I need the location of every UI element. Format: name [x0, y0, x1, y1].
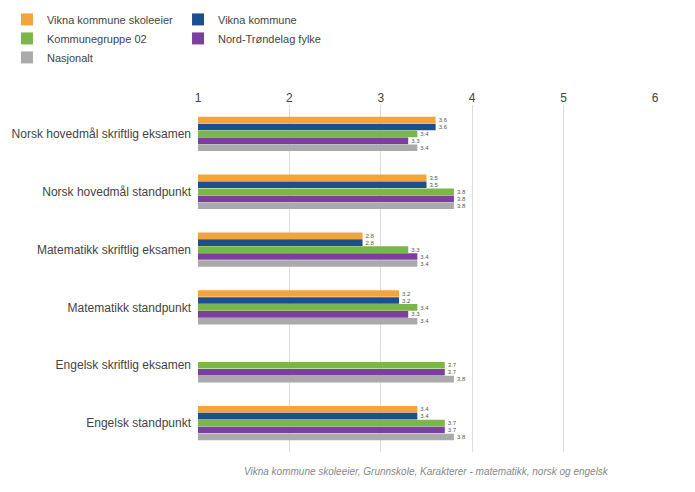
- svg-text:3.7: 3.7: [448, 427, 457, 433]
- svg-text:3.7: 3.7: [448, 362, 457, 368]
- svg-text:3.4: 3.4: [420, 254, 429, 260]
- svg-text:3.4: 3.4: [420, 406, 429, 412]
- svg-text:6: 6: [652, 91, 659, 105]
- svg-text:Nord-Trøndelag fylke: Nord-Trøndelag fylke: [218, 33, 321, 45]
- svg-text:5: 5: [560, 91, 567, 105]
- svg-text:Vikna kommune skoleeier, Grunn: Vikna kommune skoleeier, Grunnskole, Kar…: [244, 466, 609, 477]
- svg-text:2.8: 2.8: [366, 233, 375, 239]
- svg-text:Kommunegruppe 02: Kommunegruppe 02: [47, 33, 147, 45]
- svg-text:3.5: 3.5: [430, 175, 439, 181]
- svg-text:3.4: 3.4: [420, 145, 429, 151]
- svg-text:3.8: 3.8: [457, 203, 466, 209]
- svg-text:3.4: 3.4: [420, 305, 429, 311]
- svg-text:Nasjonalt: Nasjonalt: [47, 52, 93, 64]
- svg-text:3.2: 3.2: [402, 291, 411, 297]
- svg-text:3.8: 3.8: [457, 196, 466, 202]
- svg-text:Norsk hovedmål standpunkt: Norsk hovedmål standpunkt: [42, 185, 191, 199]
- svg-text:3.7: 3.7: [448, 420, 457, 426]
- svg-text:3.6: 3.6: [439, 124, 448, 130]
- svg-text:Matematikk skriftlig eksamen: Matematikk skriftlig eksamen: [37, 243, 191, 257]
- svg-text:Vikna kommune: Vikna kommune: [218, 14, 297, 26]
- svg-text:3.8: 3.8: [457, 189, 466, 195]
- svg-text:3.3: 3.3: [411, 138, 420, 144]
- svg-text:3.4: 3.4: [420, 131, 429, 137]
- svg-text:3.2: 3.2: [402, 298, 411, 304]
- svg-text:Engelsk skriftlig eksamen: Engelsk skriftlig eksamen: [56, 358, 191, 372]
- svg-text:3.3: 3.3: [411, 311, 420, 317]
- svg-text:Norsk hovedmål skriftlig eksam: Norsk hovedmål skriftlig eksamen: [12, 127, 191, 141]
- svg-text:3.4: 3.4: [420, 318, 429, 324]
- svg-text:Engelsk standpunkt: Engelsk standpunkt: [86, 416, 191, 430]
- svg-text:3.3: 3.3: [411, 247, 420, 253]
- svg-text:3: 3: [377, 91, 384, 105]
- svg-text:4: 4: [469, 91, 476, 105]
- svg-text:1: 1: [195, 91, 202, 105]
- svg-text:3.6: 3.6: [439, 117, 448, 123]
- svg-text:3.8: 3.8: [457, 376, 466, 382]
- svg-text:2: 2: [286, 91, 293, 105]
- svg-text:3.4: 3.4: [420, 261, 429, 267]
- svg-text:3.8: 3.8: [457, 434, 466, 440]
- svg-text:3.4: 3.4: [420, 413, 429, 419]
- svg-text:Matematikk standpunkt: Matematikk standpunkt: [68, 301, 192, 315]
- svg-text:3.5: 3.5: [430, 182, 439, 188]
- svg-text:Vikna kommune skoleeier: Vikna kommune skoleeier: [47, 14, 173, 26]
- svg-text:2.8: 2.8: [366, 240, 375, 246]
- svg-text:3.7: 3.7: [448, 369, 457, 375]
